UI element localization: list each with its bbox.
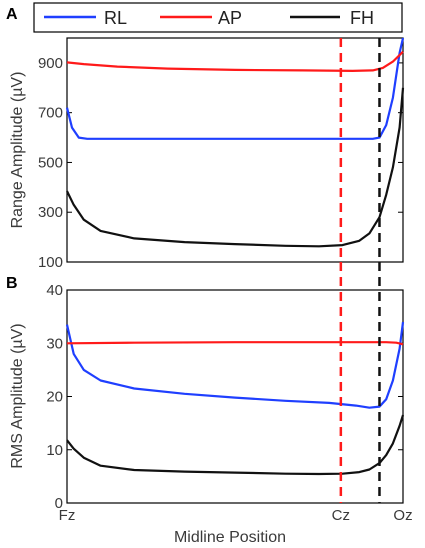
panel-a-ytick-label: 100 [38,254,63,271]
panel-b-ytick-label: 10 [46,442,63,459]
legend-label-rl: RL [104,8,127,28]
panel-a-series-ap [66,50,404,73]
panel-a: Range Amplitude (µV) 100 300 500 700 900 [9,37,405,271]
panel-a-ylabel: Range Amplitude (µV) [9,72,26,229]
panel-b-xtick-label: Fz [59,507,76,524]
panel-b-xtick-label: Cz [332,507,350,524]
panel-label-a: A [6,6,18,23]
panel-b-xlabel: Midline Position [174,529,286,546]
panel-b-ytick-label: 20 [46,389,63,406]
panel-b-ylabel: RMS Amplitude (µV) [9,323,26,468]
panel-b-xtick-label: Oz [393,507,412,524]
panel-a-series-fh [66,87,405,248]
panel-a-series-rl [65,37,405,140]
panel-a-ytick-label: 500 [38,154,63,171]
panel-b-ytick-label: 40 [46,282,63,299]
legend: RL AP FH [33,2,403,33]
panel-label-b: B [6,275,18,292]
panel-b-series-fh [66,414,405,476]
panel-b-series-ap [66,341,404,346]
panel-a-frame [66,37,404,263]
panel-a-ytick-label: 900 [38,55,63,72]
panel-a-ytick-label: 700 [38,105,63,122]
legend-label-ap: AP [218,8,242,28]
panel-b-series-rl [65,321,405,409]
panel-b-ytick-label: 0 [55,495,63,512]
panel-a-ytick-label: 300 [38,204,63,221]
panel-b-ytick-label: 30 [46,335,63,352]
panel-b: RMS Amplitude (µV) Midline Position 0 10 2… [9,262,413,546]
legend-label-fh: FH [350,8,374,28]
